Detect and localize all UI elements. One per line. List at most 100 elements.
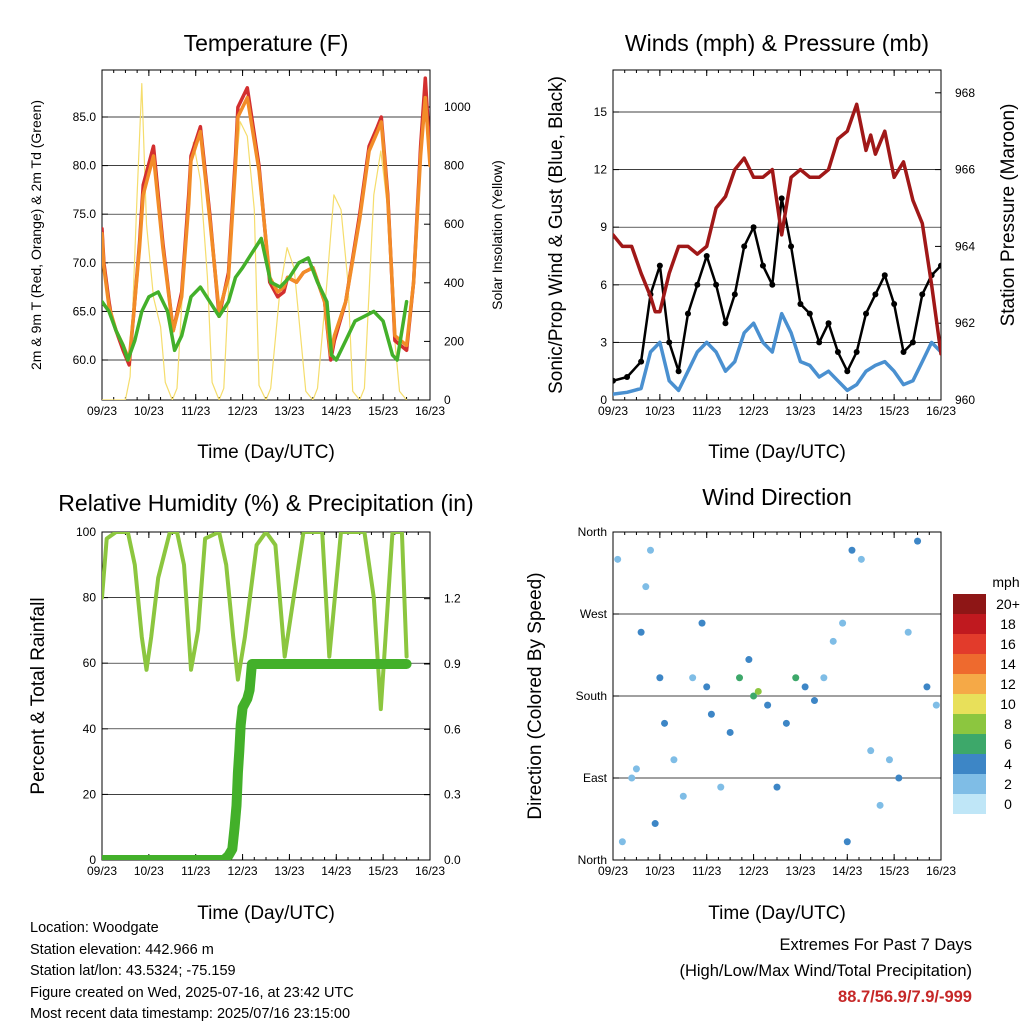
figure-created: Figure created on Wed, 2025-07-16, at 23… xyxy=(30,984,354,1001)
colorbar-swatch xyxy=(953,694,986,714)
x-tick-label: 12/23 xyxy=(739,864,769,878)
x-tick-label: 10/23 xyxy=(134,404,164,418)
gust-point xyxy=(656,262,663,269)
gust-point xyxy=(613,377,616,384)
gust-point xyxy=(806,310,813,317)
y2-tick-label: 968 xyxy=(955,86,975,100)
station-info: Location: Woodgate Station elevation: 44… xyxy=(30,918,354,1026)
colorbar-label: 18 xyxy=(1000,616,1016,632)
x-tick-label: 13/23 xyxy=(785,404,815,418)
direction-point xyxy=(764,701,772,709)
gust-point xyxy=(675,368,682,375)
colorbar-swatch xyxy=(953,714,986,734)
y2-tick-label: 0.0 xyxy=(444,853,461,867)
winds-ylabel-right: Station Pressure (Maroon) xyxy=(998,104,1019,327)
winds-ylabel-left: Sonic/Prop Wind & Gust (Blue, Black) xyxy=(546,76,567,394)
gust-point xyxy=(731,291,738,298)
y2-tick-label: 0.9 xyxy=(444,657,461,671)
x-tick-label: 13/23 xyxy=(274,404,304,418)
x-tick-label: 11/23 xyxy=(181,404,210,418)
direction-point xyxy=(679,792,687,800)
direction-point xyxy=(923,683,931,691)
gust-point xyxy=(919,291,926,298)
direction-point xyxy=(726,728,734,736)
direction-point xyxy=(717,783,725,791)
x-tick-label: 12/23 xyxy=(228,404,258,418)
colorbar-label: 16 xyxy=(1000,636,1016,652)
colorbar-label: 0 xyxy=(1004,796,1012,812)
direction-point xyxy=(646,546,654,554)
direction-point xyxy=(839,619,847,627)
x-tick-label: 09/23 xyxy=(598,864,628,878)
direction-point xyxy=(754,687,762,695)
direction-point xyxy=(750,692,758,700)
series-layer xyxy=(102,76,430,400)
humidity-xlabel: Time (Day/UTC) xyxy=(197,903,335,924)
colorbar-title: mph xyxy=(992,574,1019,590)
gust-point xyxy=(750,224,757,231)
gust-point xyxy=(722,320,729,327)
y2-tick-label: 0 xyxy=(444,393,451,407)
y2-tick-label: 966 xyxy=(955,163,975,177)
series-layer xyxy=(613,102,941,396)
direction-point xyxy=(618,838,626,846)
x-tick-label: 16/23 xyxy=(415,864,445,878)
temperature-xlabel: Time (Day/UTC) xyxy=(197,442,335,463)
solar-insolation-line xyxy=(102,82,408,400)
temperature-panel: 09/23 10/23 11/23 12/23 13/23 14/23 15/23 16/23… xyxy=(73,69,471,418)
y2-tick-label: 960 xyxy=(955,393,975,407)
x-tick-label: 11/23 xyxy=(692,404,721,418)
y2-tick-label: 600 xyxy=(444,217,464,231)
gust-point xyxy=(900,349,907,355)
colorbar-swatch xyxy=(953,614,986,634)
humidity-ylabel-left: Percent & Total Rainfall xyxy=(28,597,49,794)
colorbar-swatch xyxy=(953,594,986,614)
y-tick-label: 0 xyxy=(89,853,96,867)
gust-point xyxy=(703,253,710,259)
gust-point xyxy=(816,339,823,346)
gust-point xyxy=(684,310,691,317)
direction-point xyxy=(848,546,856,554)
x-tick-label: 10/23 xyxy=(134,864,164,878)
gust-point xyxy=(853,349,860,355)
colorbar-label: 20+ xyxy=(996,596,1020,612)
direction-point xyxy=(670,756,678,764)
gust-point xyxy=(863,310,870,317)
y-tick-label: 12 xyxy=(594,163,608,177)
direction-point xyxy=(843,838,851,846)
gust-point xyxy=(825,320,832,327)
x-tick-label: 15/23 xyxy=(368,404,398,418)
gust-point xyxy=(778,195,785,202)
colorbar-label: 14 xyxy=(1000,656,1016,672)
colorbar-label: 10 xyxy=(1000,696,1016,712)
direction-point xyxy=(857,555,865,563)
direction-ylabel-left: Direction (Colored By Speed) xyxy=(525,572,546,819)
winds-title: Winds (mph) & Pressure (mb) xyxy=(625,30,929,56)
series-layer xyxy=(614,537,940,846)
x-tick-label: 14/23 xyxy=(321,404,351,418)
x-tick-label: 10/23 xyxy=(645,404,675,418)
gust-point xyxy=(741,243,748,250)
x-tick-label: 16/23 xyxy=(926,404,956,418)
y-tick-label: 85.0 xyxy=(73,110,97,124)
y-tick-label: 75.0 xyxy=(73,207,97,221)
gust-point xyxy=(638,358,645,365)
direction-point xyxy=(656,674,664,682)
gust-point xyxy=(666,339,673,346)
gust-point xyxy=(909,339,916,346)
y-tick-label: 0 xyxy=(600,393,607,407)
gust-point xyxy=(797,301,804,307)
x-tick-label: 15/23 xyxy=(879,404,909,418)
y-tick-label: 3 xyxy=(600,335,607,349)
direction-point xyxy=(651,820,659,828)
direction-point xyxy=(829,637,837,645)
gust-point xyxy=(788,243,795,250)
colorbar-swatch xyxy=(953,794,986,814)
x-tick-label: 13/23 xyxy=(274,864,304,878)
direction-point xyxy=(885,756,893,764)
x-tick-label: 09/23 xyxy=(87,404,117,418)
x-tick-label: 10/23 xyxy=(645,864,675,878)
2m-td-line xyxy=(102,236,409,362)
y2-tick-label: 1.2 xyxy=(444,592,461,606)
